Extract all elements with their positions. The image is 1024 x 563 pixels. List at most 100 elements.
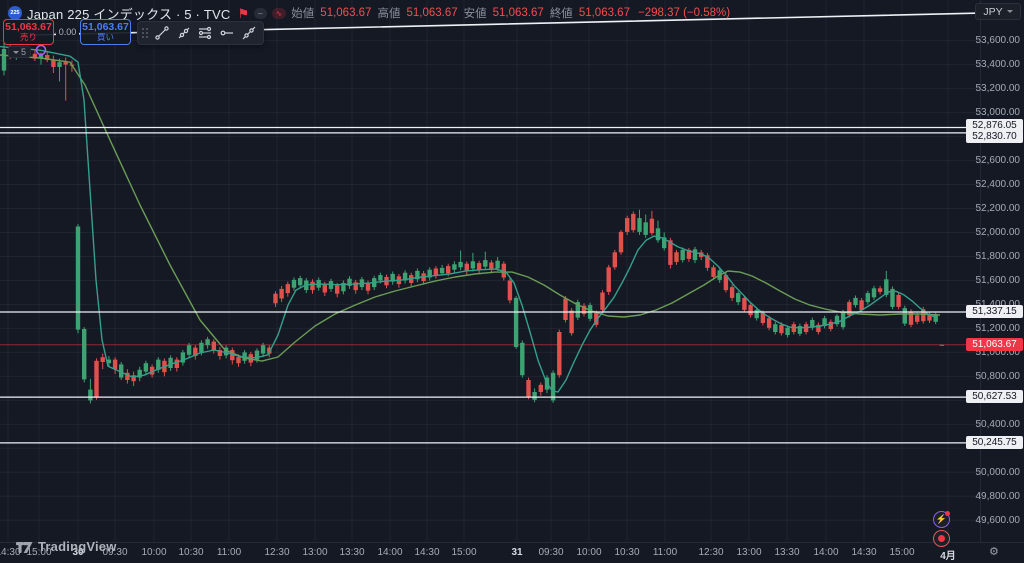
drawing-toolbar xyxy=(137,21,264,45)
price-axis[interactable]: 53,600.00 53,400.00 53,200.00 53,000.00 52,6… xyxy=(966,0,1024,542)
time-axis-label: 14:00 xyxy=(813,547,839,558)
collapse-toggle-icon[interactable]: – xyxy=(254,7,267,19)
time-axis-label: 13:30 xyxy=(339,547,365,558)
symbol-logo-icon: 225 xyxy=(8,6,22,20)
high-label: 高値 xyxy=(377,8,401,20)
drag-handle-icon[interactable] xyxy=(142,28,148,38)
price-axis-label: 51,600.00 xyxy=(975,275,1021,286)
tradingview-logo-text: TradingView xyxy=(38,539,117,554)
price-axis-label: 51,800.00 xyxy=(975,251,1021,262)
price-line-tag: 50,245.75 xyxy=(966,435,1023,449)
time-axis-label: 10:00 xyxy=(576,547,602,558)
sell-label: 売り xyxy=(19,32,37,43)
tradingview-logo-icon xyxy=(16,542,33,553)
open-label: 始値 xyxy=(291,8,315,20)
time-axis-label: 15:00 xyxy=(889,547,915,558)
time-axis-label: 13:30 xyxy=(774,547,800,558)
price-axis-label: 52,600.00 xyxy=(975,155,1021,167)
record-dot-icon xyxy=(938,535,945,542)
symbol-title[interactable]: Japan 225 インデックス · 5 · TVC xyxy=(27,6,231,22)
time-axis-label: 14:30 xyxy=(0,547,21,558)
trend-line-tool-icon[interactable] xyxy=(151,23,173,43)
time-axis-label: 13:00 xyxy=(302,547,328,558)
time-axis-label: 14:30 xyxy=(414,547,440,558)
tradingview-logo[interactable]: TradingView xyxy=(16,539,117,554)
boost-button[interactable]: ⚡ xyxy=(933,511,950,528)
price-line-tag: 50,627.53 xyxy=(966,390,1023,404)
flag-icon[interactable]: ⚑ xyxy=(237,5,250,21)
price-axis-label: 52,400.00 xyxy=(975,179,1021,190)
currency-label: JPY xyxy=(983,5,1003,18)
time-axis-label: 14:30 xyxy=(851,547,877,558)
spread-value: 0.00 xyxy=(56,27,79,37)
price-axis-label: 52,200.00 xyxy=(975,203,1021,214)
price-line-tag: 52,876.05 xyxy=(966,118,1023,132)
time-axis-label: 4月 xyxy=(940,551,956,562)
buy-button[interactable]: 51,063.67 買い xyxy=(80,19,131,45)
price-axis-label: 51,400.00 xyxy=(976,299,1021,310)
time-axis-label: 30 xyxy=(72,547,84,558)
price-axis-label: 53,400.00 xyxy=(975,59,1021,71)
interval-value: 5 xyxy=(21,47,27,57)
price-line-tag: 51,337.15 xyxy=(966,305,1023,318)
low-value: 51,063.67 xyxy=(492,7,544,19)
candlestick-chart[interactable] xyxy=(0,0,980,542)
price-axis-label: 52,000.00 xyxy=(975,227,1021,238)
time-axis-label: 09:30 xyxy=(538,547,564,558)
record-button[interactable] xyxy=(933,530,950,547)
notification-dot xyxy=(945,511,950,516)
price-axis-label: 53,600.00 xyxy=(975,35,1021,47)
high-value: 51,063.67 xyxy=(406,7,458,19)
time-axis[interactable]: 14:30 15:00 30 09:30 10:00 10:30 11:00 12:30 13:… xyxy=(0,542,1024,563)
time-axis-label: 15:00 xyxy=(26,547,52,558)
chevron-down-icon xyxy=(1006,10,1013,13)
time-axis-label: 11:00 xyxy=(216,547,242,558)
buy-label: 買い xyxy=(96,32,114,43)
price-axis-label: 53,000.00 xyxy=(975,107,1021,119)
sell-button[interactable]: 51,063.67 売り xyxy=(3,19,54,45)
axis-settings-gear-icon[interactable]: ⚙ xyxy=(989,546,999,558)
price-axis-label: 51,200.00 xyxy=(975,322,1021,334)
time-axis-label: 11:00 xyxy=(652,547,678,558)
price-axis-label: 50,400.00 xyxy=(975,418,1021,430)
fast-ma-line xyxy=(0,45,937,393)
price-axis-label: 49,800.00 xyxy=(975,490,1021,502)
price-axis-label: 50,000.00 xyxy=(975,466,1021,478)
sell-price: 51,063.67 xyxy=(5,21,52,34)
time-axis-label: 10:30 xyxy=(614,547,640,558)
time-axis-label: 15:00 xyxy=(451,547,477,558)
close-value: 51,063.67 xyxy=(578,7,630,19)
buy-price: 51,063.67 xyxy=(82,21,129,34)
currency-button[interactable]: JPY xyxy=(975,3,1021,20)
symbol-header: 225 Japan 225 インデックス · 5 · TVC ⚑ – ∿ 始値 5… xyxy=(8,5,731,22)
wave-toggle-icon[interactable]: ∿ xyxy=(271,7,287,19)
drawing-anchor-icon xyxy=(35,44,47,56)
ray-tool-icon[interactable] xyxy=(173,23,195,43)
close-label: 終値 xyxy=(549,8,573,20)
change-value: −298.37 (−0.58%) xyxy=(637,7,731,19)
price-axis-label: 51,000.00 xyxy=(975,346,1021,358)
time-axis-label: 09:30 xyxy=(102,547,128,558)
candlestick-series xyxy=(1,41,944,404)
horizontal-ray-tool-icon[interactable] xyxy=(216,23,238,43)
time-axis-label: 10:00 xyxy=(141,547,167,558)
time-axis-label: 12:30 xyxy=(698,547,724,558)
price-axis-label: 49,600.00 xyxy=(975,514,1021,526)
time-axis-label: 31 xyxy=(511,547,523,558)
time-axis-label: 12:30 xyxy=(264,547,290,558)
open-value: 51,063.67 xyxy=(320,7,372,19)
parallel-channel-tool-icon[interactable] xyxy=(195,23,217,43)
price-axis-label: 53,200.00 xyxy=(975,83,1021,95)
slow-ma-line xyxy=(0,54,941,362)
interval-dropdown[interactable]: 5 xyxy=(8,46,32,58)
lightning-icon: ⚡ xyxy=(935,514,948,524)
current-price-tag: 51,063.67 xyxy=(966,337,1023,351)
chevron-down-icon xyxy=(13,50,19,54)
time-axis-label: 10:30 xyxy=(178,547,204,558)
low-label: 安値 xyxy=(463,8,487,20)
extended-line-tool-icon[interactable] xyxy=(238,23,260,43)
time-axis-label: 13:00 xyxy=(736,547,762,558)
price-axis-label: 50,800.00 xyxy=(975,370,1021,382)
price-line-tag: 52,830.70 xyxy=(966,129,1023,143)
